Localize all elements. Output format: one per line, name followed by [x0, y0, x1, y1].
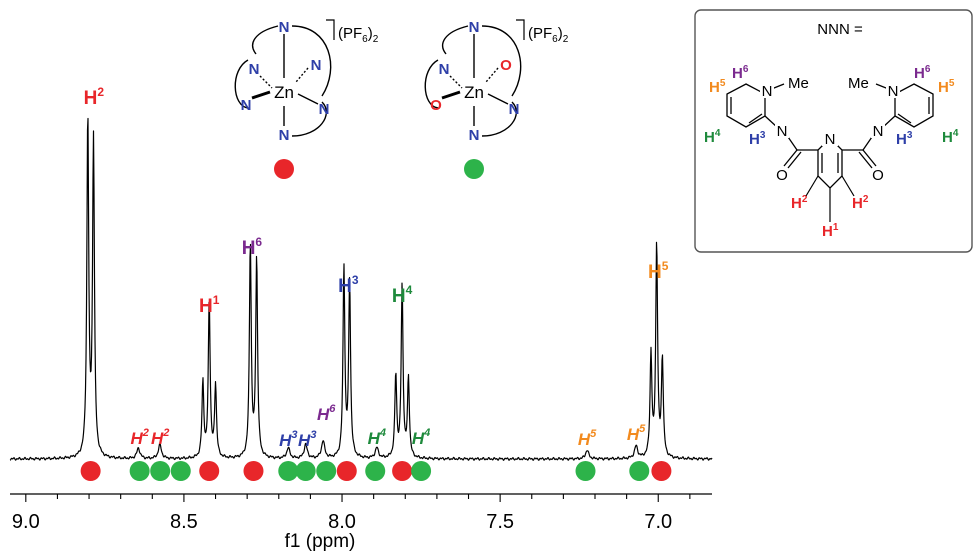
spectrum-trace — [9, 117, 713, 461]
ligand-h4-right: H4 — [942, 128, 959, 146]
o-atom-right-up: O — [500, 57, 512, 74]
marker-green — [629, 461, 650, 481]
ligand-box-frame — [694, 9, 973, 253]
x-tick-label: 8.0 — [328, 511, 356, 533]
peak-label-h3: H3 — [279, 429, 297, 450]
ligand-me-right: Me — [848, 75, 869, 92]
ligand-h2-right: H2 — [852, 194, 869, 212]
peak-label-h1: H1 — [199, 293, 220, 317]
marker-red — [199, 461, 220, 481]
peak-label-h2: H2 — [130, 427, 148, 448]
marker-green — [295, 461, 316, 481]
peak-label-h6: H6 — [242, 235, 263, 259]
anion-label: (PF6)2 — [528, 25, 569, 45]
ligand-h6-left: H6 — [732, 64, 749, 82]
peak-label-h2: H2 — [151, 427, 169, 448]
peak-label-h3: H3 — [338, 273, 359, 297]
ligand-h3-right: H3 — [896, 130, 913, 148]
x-tick-label: 8.5 — [170, 511, 198, 533]
ligand-h5-left: H5 — [709, 78, 726, 96]
zn-atom: Zn — [464, 83, 484, 102]
ligand-o-right: O — [872, 167, 884, 184]
peak-label-h2: H2 — [84, 85, 105, 109]
legend-green-dot — [464, 159, 484, 179]
n-atom-left-down: N — [241, 97, 252, 114]
x-axis-ticks: 9.0 8.5 8.0 7.5 7.0 — [12, 494, 691, 533]
n-atom-right-down: N — [509, 101, 520, 118]
peak-label-h5: H5 — [627, 423, 646, 444]
n-atom-left-up: N — [249, 61, 260, 78]
marker-red — [392, 461, 413, 481]
x-tick-label: 9.0 — [12, 511, 40, 533]
ligand-h3-left: H3 — [749, 130, 766, 148]
ligand-n-left-ring: N — [762, 83, 773, 100]
peak-label-h5: H5 — [578, 428, 597, 449]
ligand-n-right-ring: N — [888, 83, 899, 100]
peak-label-h5: H5 — [648, 259, 669, 283]
peak-label-h4: H4 — [392, 283, 413, 307]
ligand-n-amide-left: N — [777, 123, 788, 140]
marker-red — [80, 461, 101, 481]
zn-atom: Zn — [274, 83, 294, 102]
n-atom-top: N — [279, 19, 290, 36]
n-atom-top: N — [469, 19, 480, 36]
ligand-h1: H1 — [822, 222, 839, 240]
complex-znnnn-red: N N N Zn N N N (PF6)2 — [234, 19, 379, 144]
marker-green — [170, 461, 191, 481]
ligand-h2-left: H2 — [791, 194, 808, 212]
x-axis-label: f1 (ppm) — [285, 531, 356, 552]
ligand-n-center: N — [825, 131, 836, 148]
n-atom-bottom: N — [279, 127, 290, 144]
x-tick-label: 7.0 — [644, 511, 672, 533]
ligand-me-left: Me — [788, 75, 809, 92]
marker-red — [651, 461, 672, 481]
anion-label: (PF6)2 — [338, 25, 379, 45]
ligand-o-left: O — [776, 167, 788, 184]
o-atom-left-down: O — [430, 97, 442, 114]
ligand-box-title: NNN = — [817, 21, 863, 38]
x-axis: 9.0 8.5 8.0 7.5 7.0 f1 (ppm) — [10, 493, 712, 552]
peak-label-h6: H6 — [317, 403, 336, 424]
complex-znnnno-green: N N O Zn O N N (PF6)2 — [424, 19, 569, 144]
peak-label-h3: H3 — [298, 429, 316, 450]
ligand-box: NNN = — [694, 9, 973, 253]
ligand-h4-left: H4 — [704, 128, 721, 146]
marker-green — [129, 461, 150, 481]
marker-green — [411, 461, 432, 481]
marker-red — [336, 461, 357, 481]
marker-red — [243, 461, 264, 481]
marker-green — [278, 461, 299, 481]
n-atom-bottom: N — [469, 127, 480, 144]
x-tick-label: 7.5 — [486, 511, 514, 533]
n-atom-right-up: N — [311, 57, 322, 74]
legend-red-dot — [274, 159, 294, 179]
n-atom-right-down: N — [319, 101, 330, 118]
ligand-h6-right: H6 — [914, 64, 931, 82]
marker-green — [365, 461, 386, 481]
ligand-n-amide-right: N — [873, 123, 884, 140]
ligand-h5-right: H5 — [938, 78, 955, 96]
marker-green — [150, 461, 171, 481]
species-markers — [80, 461, 672, 481]
marker-green — [575, 461, 596, 481]
n-atom-left-up: N — [439, 61, 450, 78]
marker-green — [316, 461, 337, 481]
peak-label-h4: H4 — [368, 427, 386, 448]
peak-label-h4: H4 — [412, 427, 430, 448]
